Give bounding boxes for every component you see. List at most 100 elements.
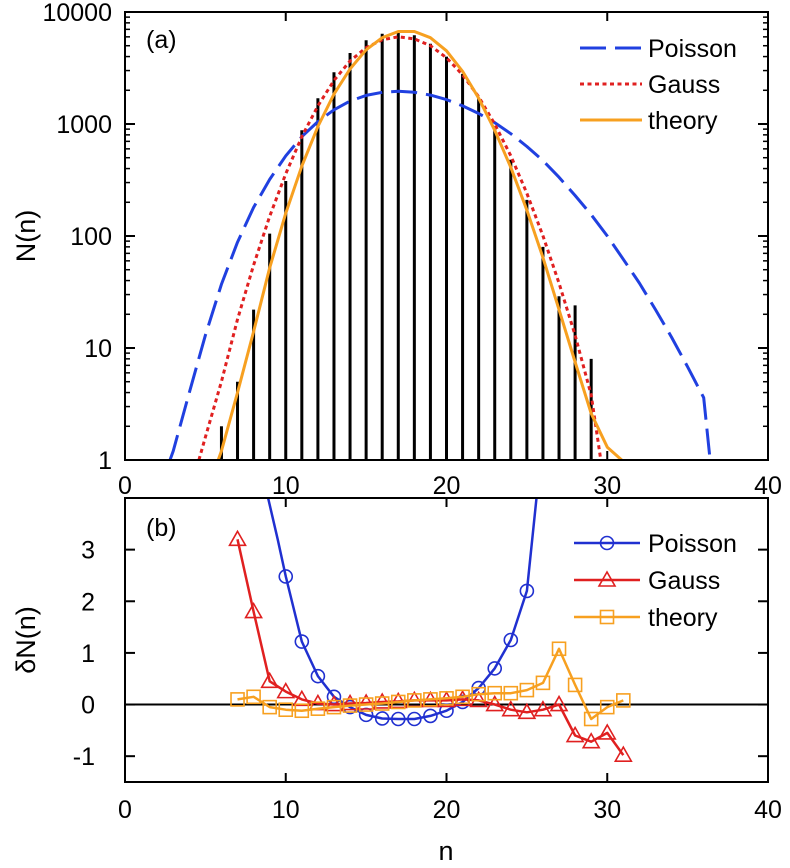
data-point-circle: [599, 535, 615, 551]
x-axis-label-b: n: [438, 836, 453, 866]
data-point-triangle: [340, 693, 360, 711]
residual-curves-b: [228, 498, 633, 762]
data-point-circle: [503, 632, 519, 648]
y-tick-label-a: 10: [84, 335, 112, 363]
panel-b: 0 10 20 30 40 -1 0 1 2 3 (b) δN(n) n Poisson Gauss…: [11, 497, 782, 866]
data-point-square: [616, 693, 631, 708]
y-tick-label-b: 2: [81, 588, 95, 616]
y-axis-label-a: N(n): [11, 210, 41, 263]
data-point-square: [246, 689, 261, 705]
data-point-square: [358, 697, 374, 712]
data-point-triangle: [276, 682, 296, 699]
y-tick-label-a: 1000: [56, 111, 112, 139]
data-point-square: [551, 641, 567, 657]
data-point-circle: [487, 661, 503, 676]
data-point-square: [503, 685, 519, 701]
panel-a: 0 10 20 30 40 1 10 100 1000 10000 (a) N(n) Poisso…: [11, 0, 782, 500]
x-tick-label-b: 30: [593, 796, 621, 824]
data-point-square: [439, 691, 454, 706]
legend-label-theory: theory: [648, 107, 718, 135]
data-point-triangle: [517, 702, 537, 720]
data-point-triangle: [485, 694, 505, 712]
data-point-square: [583, 711, 599, 727]
data-point-triangle: [260, 671, 280, 689]
data-point-circle: [374, 711, 390, 726]
series-poisson: [266, 498, 538, 727]
data-point-triangle: [469, 690, 489, 708]
data-point-square: [326, 699, 342, 715]
data-point-triangle: [501, 700, 521, 717]
data-point-triangle: [565, 725, 585, 743]
data-point-square: [423, 692, 438, 707]
data-point-circle: [519, 583, 535, 599]
data-point-square: [535, 675, 551, 691]
data-point-square: [407, 693, 422, 708]
data-point-triangle: [372, 692, 392, 709]
series-theory: [230, 641, 631, 727]
x-tick-label-b: 0: [118, 796, 132, 824]
data-point-square: [471, 686, 486, 702]
data-point-triangle: [324, 694, 344, 712]
x-tick-label-a: 20: [433, 472, 461, 500]
data-point-square: [455, 689, 470, 705]
data-point-triangle: [613, 745, 633, 762]
series-line-gauss: [197, 35, 603, 460]
data-point-square: [567, 677, 583, 693]
model-curves-a: [168, 30, 712, 460]
data-point-triangle: [597, 723, 617, 740]
panel-label-b: (b): [146, 514, 177, 542]
legend-label-poisson: Poisson: [648, 530, 737, 558]
series-line-theory: [237, 647, 624, 721]
axis-ticks-b: 0 10 20 30 40 -1 0 1 2 3: [73, 498, 782, 824]
x-tick-label-b: 40: [754, 796, 782, 824]
data-point-square: [342, 698, 358, 713]
data-point-triangle: [244, 601, 263, 619]
data-point-circle: [423, 708, 438, 724]
data-point-circle: [278, 569, 294, 584]
legend-label-gauss: Gauss: [648, 71, 720, 99]
y-tick-label-b: 3: [81, 537, 95, 565]
data-point-square: [278, 702, 294, 718]
data-point-square: [230, 692, 245, 707]
data-point-triangle: [356, 693, 376, 710]
y-axis-label-b: δN(n): [11, 606, 41, 674]
x-tick-label-a: 10: [272, 472, 300, 500]
y-tick-label-b: 1: [81, 640, 95, 668]
y-tick-label-a: 1: [98, 447, 112, 475]
data-point-circle: [294, 634, 310, 649]
data-point-circle: [390, 711, 406, 727]
series-line-theory: [216, 30, 623, 460]
data-point-square: [374, 696, 390, 711]
series-line-poisson: [266, 498, 538, 721]
legend-a: Poisson Gauss theory: [580, 35, 737, 135]
x-tick-label-b: 10: [272, 796, 300, 824]
data-point-square: [519, 682, 535, 698]
panel-label-a: (a): [146, 26, 177, 54]
data-point-square: [310, 701, 326, 716]
x-tick-label-a: 40: [754, 472, 782, 500]
legend-label-poisson: Poisson: [648, 35, 737, 63]
data-point-triangle: [581, 732, 601, 749]
histogram-bars: [219, 32, 593, 460]
data-point-triangle: [597, 570, 617, 587]
data-point-triangle: [549, 694, 569, 712]
x-tick-label-b: 20: [433, 796, 461, 824]
data-point-square: [487, 685, 503, 701]
data-point-triangle: [228, 529, 247, 547]
data-point-circle: [310, 668, 326, 684]
data-point-circle: [407, 711, 422, 727]
y-tick-label-b: 0: [81, 692, 95, 720]
y-tick-label-a: 100: [70, 223, 112, 251]
data-point-square: [599, 609, 615, 625]
data-point-square: [390, 694, 406, 710]
legend-label-gauss: Gauss: [648, 567, 720, 595]
data-point-square: [262, 699, 277, 715]
legend-b: Poisson Gauss theory: [574, 530, 737, 632]
data-point-square: [599, 699, 615, 715]
axis-ticks-a: 0 10 20 30 40 1 10 100 1000 10000: [42, 0, 781, 500]
x-tick-label-a: 30: [593, 472, 621, 500]
y-tick-label-b: -1: [73, 743, 95, 771]
x-tick-label-a: 0: [118, 472, 132, 500]
y-tick-label-a: 10000: [42, 0, 112, 27]
